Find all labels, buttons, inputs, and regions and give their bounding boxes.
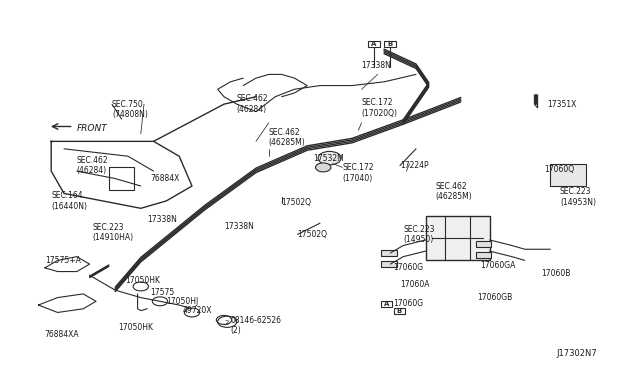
- Text: SEC.223
(14910HA): SEC.223 (14910HA): [93, 223, 134, 242]
- Bar: [384, 41, 396, 46]
- Text: 17050HK: 17050HK: [118, 323, 154, 332]
- Text: SEC.164
(16440N): SEC.164 (16440N): [51, 191, 87, 211]
- Text: 17575: 17575: [150, 288, 175, 296]
- Text: SEC.750
(74808N): SEC.750 (74808N): [112, 100, 148, 119]
- Text: 17338N: 17338N: [362, 61, 392, 70]
- Text: 17502Q: 17502Q: [298, 230, 328, 239]
- Bar: [381, 261, 397, 267]
- Text: 17060B: 17060B: [541, 269, 570, 278]
- Text: B: B: [397, 308, 402, 314]
- Text: 17338N: 17338N: [147, 215, 177, 224]
- Text: 49720X: 49720X: [182, 306, 212, 315]
- Text: J17302N7: J17302N7: [557, 349, 598, 358]
- Text: SEC.462
(46284): SEC.462 (46284): [77, 156, 108, 175]
- Text: 17060GB: 17060GB: [477, 293, 512, 302]
- Text: SEC.223
(14950): SEC.223 (14950): [403, 225, 435, 244]
- Text: 17224P: 17224P: [400, 161, 429, 170]
- Text: 17060G: 17060G: [394, 263, 424, 272]
- Bar: [394, 308, 405, 314]
- Text: SEC.462
(46285M): SEC.462 (46285M): [269, 128, 305, 147]
- Text: A: A: [371, 41, 376, 46]
- Text: 17050HJ: 17050HJ: [166, 297, 198, 306]
- Bar: [426, 216, 490, 260]
- Text: A: A: [384, 301, 389, 307]
- Bar: [550, 164, 586, 186]
- Bar: [381, 301, 392, 307]
- Circle shape: [316, 163, 331, 172]
- Text: SEC.462
(46285M): SEC.462 (46285M): [435, 182, 472, 201]
- Text: 17060Q: 17060Q: [544, 165, 574, 174]
- Text: SEC.223
(14953N): SEC.223 (14953N): [560, 187, 596, 207]
- Text: 08146-62526
(2): 08146-62526 (2): [230, 316, 282, 335]
- Text: 17532M: 17532M: [314, 154, 344, 163]
- Text: SEC.172
(17020Q): SEC.172 (17020Q): [362, 98, 397, 118]
- Bar: [368, 41, 380, 46]
- Text: SEC.172
(17040): SEC.172 (17040): [342, 163, 374, 183]
- Text: 17060GA: 17060GA: [480, 262, 515, 270]
- Text: 76884XA: 76884XA: [45, 330, 79, 339]
- Text: 17060G: 17060G: [394, 299, 424, 308]
- Text: 17575+A: 17575+A: [45, 256, 81, 265]
- Text: 17338N: 17338N: [224, 222, 254, 231]
- Bar: [476, 252, 491, 258]
- Text: 17060A: 17060A: [400, 280, 429, 289]
- Text: FRONT: FRONT: [77, 124, 108, 133]
- Text: B: B: [387, 41, 392, 46]
- Circle shape: [318, 151, 341, 165]
- Bar: [381, 250, 397, 256]
- Text: 17502Q: 17502Q: [282, 198, 312, 207]
- Text: 2: 2: [225, 320, 229, 326]
- Bar: [109, 167, 134, 190]
- Text: 76884X: 76884X: [150, 174, 180, 183]
- Text: SEC.462
(46284): SEC.462 (46284): [237, 94, 268, 114]
- Text: 17050HK: 17050HK: [125, 276, 160, 285]
- Text: 17351X: 17351X: [547, 100, 577, 109]
- Bar: [476, 241, 491, 247]
